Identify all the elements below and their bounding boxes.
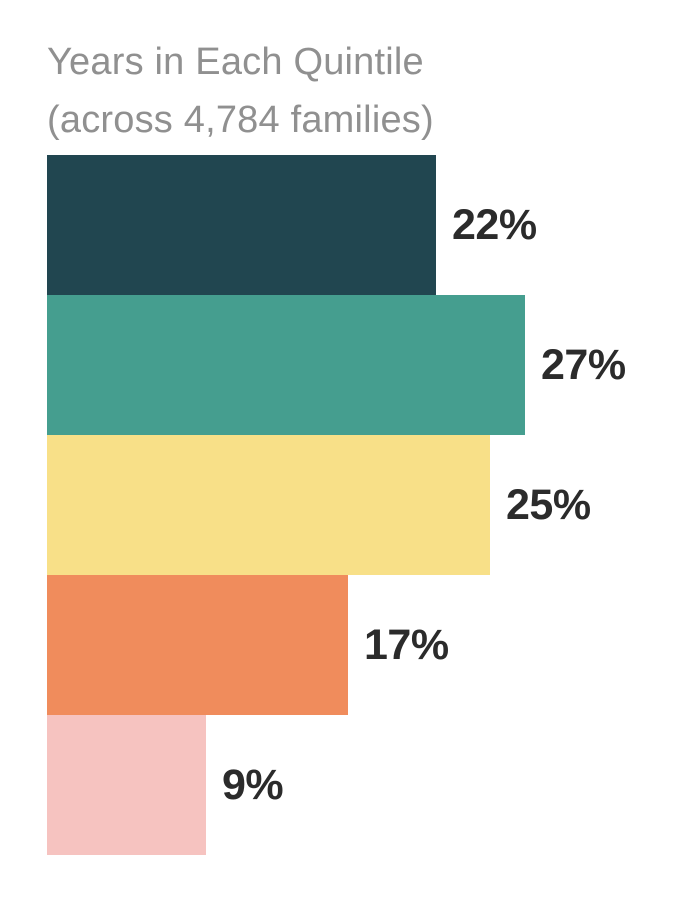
bar-row: 17%	[47, 575, 626, 715]
bar-value-label: 22%	[452, 200, 537, 249]
chart-title-line-1: Years in Each Quintile	[47, 41, 424, 83]
bar-segment	[47, 715, 206, 855]
bar-row: 9%	[47, 715, 626, 855]
bar-value-label: 25%	[506, 480, 591, 529]
bar-row: 27%	[47, 295, 626, 435]
bar-segment	[47, 435, 490, 575]
bar-segment	[47, 295, 525, 435]
bar-row: 25%	[47, 435, 626, 575]
bar-value-label: 27%	[541, 340, 626, 389]
bars-container: 22% 27% 25% 17% 9%	[47, 155, 626, 855]
bar-value-label: 17%	[364, 620, 449, 669]
bar-segment	[47, 155, 436, 295]
chart-title-line-2: (across 4,784 families)	[47, 99, 434, 141]
chart-title: Years in Each Quintile (across 4,784 fam…	[47, 33, 434, 149]
bar-row: 22%	[47, 155, 626, 295]
bar-value-label: 9%	[222, 760, 284, 809]
bar-segment	[47, 575, 348, 715]
